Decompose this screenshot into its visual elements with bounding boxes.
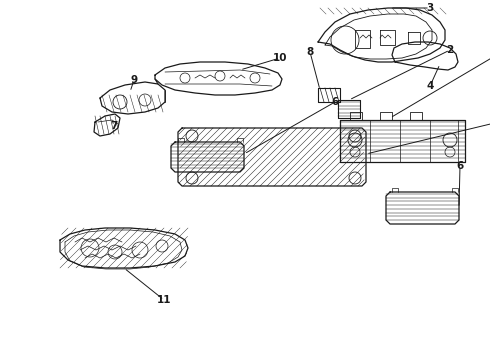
Text: 2: 2 xyxy=(446,45,454,55)
Text: 8: 8 xyxy=(306,47,314,57)
Text: 6: 6 xyxy=(331,97,339,107)
Text: 3: 3 xyxy=(426,3,434,13)
Text: 10: 10 xyxy=(273,53,287,63)
Text: 7: 7 xyxy=(110,121,118,131)
Text: 9: 9 xyxy=(130,75,138,85)
Text: 11: 11 xyxy=(157,295,171,305)
Text: 4: 4 xyxy=(426,81,434,91)
Text: 6: 6 xyxy=(456,161,464,171)
